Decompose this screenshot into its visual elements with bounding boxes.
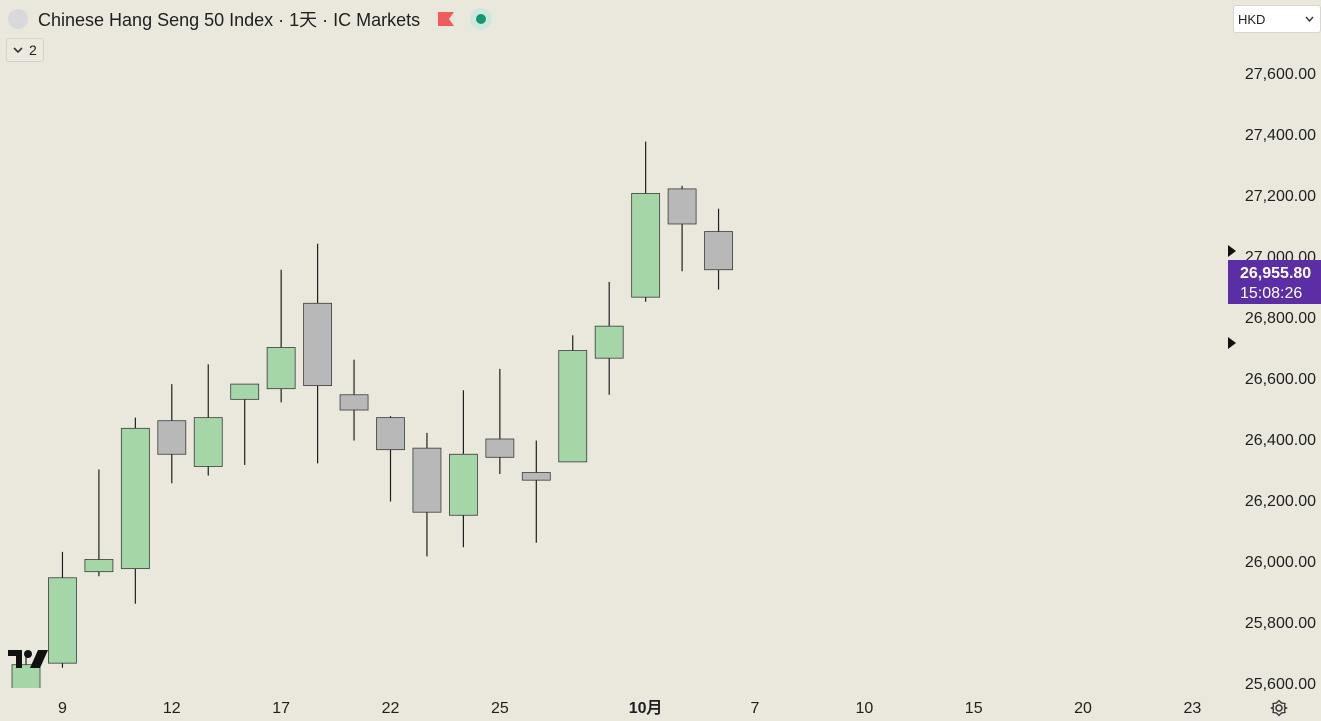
candle	[376, 416, 405, 502]
symbol-circle-icon	[8, 9, 28, 29]
candle-body	[485, 438, 515, 458]
indicators-collapse-button[interactable]: 2	[6, 38, 44, 62]
live-dot-icon	[470, 8, 493, 30]
currency-value: HKD	[1238, 11, 1266, 27]
candle	[303, 243, 333, 464]
candle	[704, 208, 733, 290]
candle	[667, 185, 697, 272]
flag-icon[interactable]	[438, 12, 455, 26]
currency-select[interactable]: HKD	[1233, 5, 1321, 33]
chevron-down-icon	[1305, 16, 1314, 22]
candle-body	[48, 577, 77, 664]
candle-body	[667, 188, 697, 225]
candle-body	[412, 447, 442, 513]
candle	[594, 281, 624, 395]
price-tick-label: 27,400.00	[1245, 127, 1316, 144]
candle-body	[704, 231, 733, 271]
candle	[631, 141, 661, 302]
chart-header: Chinese Hang Seng 50 Index · 1天 · IC Mar…	[8, 6, 493, 32]
candle-body	[266, 347, 296, 390]
candle	[230, 383, 260, 465]
time-tick-label: 7	[751, 700, 760, 717]
indicator-count: 2	[29, 42, 37, 58]
candle	[11, 652, 41, 688]
settings-icon[interactable]	[1268, 697, 1290, 719]
price-tick-label: 26,600.00	[1245, 371, 1316, 388]
time-tick-label: 9	[58, 700, 67, 717]
time-tick-label: 12	[163, 700, 181, 717]
candle	[412, 432, 442, 557]
price-tick-label: 25,600.00	[1245, 676, 1316, 693]
time-tick-label: 10月	[629, 699, 663, 717]
price-tick-label: 26,200.00	[1245, 493, 1316, 510]
axis-marker-icon	[1228, 337, 1236, 349]
candle	[448, 390, 478, 548]
candle	[48, 551, 77, 668]
price-tick-label: 26,400.00	[1245, 432, 1316, 449]
time-tick-label: 23	[1184, 700, 1202, 717]
candle	[157, 384, 187, 484]
time-axis[interactable]: 9 12 17 22 25 10月 7 10 15 20 23	[58, 699, 1201, 717]
tradingview-logo-icon[interactable]	[8, 648, 50, 670]
candle-body	[448, 453, 478, 516]
candle	[558, 335, 588, 463]
candles-layer	[11, 141, 733, 688]
last-price-value: 26,955.80	[1240, 265, 1311, 282]
candle-body	[120, 427, 150, 570]
candle-body	[157, 420, 187, 455]
candle-body	[230, 383, 260, 400]
bar-countdown: 15:08:26	[1240, 285, 1302, 302]
candle	[193, 364, 223, 476]
time-tick-label: 22	[382, 700, 400, 717]
price-tick-label: 27,200.00	[1245, 188, 1316, 205]
price-tick-label: 27,600.00	[1245, 66, 1316, 83]
candle-body	[376, 417, 405, 451]
candle-body	[594, 325, 624, 359]
candle-body	[11, 664, 41, 688]
time-tick-label: 25	[491, 700, 509, 717]
candle-body	[303, 302, 333, 387]
time-tick-label: 17	[272, 700, 290, 717]
candle-body	[631, 193, 661, 298]
candle	[521, 440, 551, 543]
time-tick-label: 20	[1074, 700, 1092, 717]
axis-marker-icon	[1228, 245, 1236, 257]
candle-body	[558, 350, 588, 463]
candle-body	[193, 417, 223, 467]
chevron-down-icon	[13, 47, 23, 54]
candle	[339, 359, 369, 441]
candle	[485, 368, 515, 475]
candle	[266, 269, 296, 403]
price-tick-label: 25,800.00	[1245, 615, 1316, 632]
candle	[84, 469, 114, 577]
price-tick-label: 26,800.00	[1245, 310, 1316, 327]
candle-body	[84, 559, 114, 573]
candle-body	[339, 394, 369, 411]
symbol-title[interactable]: Chinese Hang Seng 50 Index · 1天 · IC Mar…	[38, 10, 421, 30]
price-tick-label: 26,000.00	[1245, 554, 1316, 571]
candle	[120, 417, 150, 604]
candle-body	[521, 472, 551, 481]
time-tick-label: 15	[965, 700, 983, 717]
price-axis[interactable]: 27,600.0027,400.0027,200.0027,000.0026,8…	[1245, 66, 1316, 693]
last-price-label: 26,955.80 15:08:26	[1228, 260, 1321, 304]
time-tick-label: 10	[855, 700, 873, 717]
